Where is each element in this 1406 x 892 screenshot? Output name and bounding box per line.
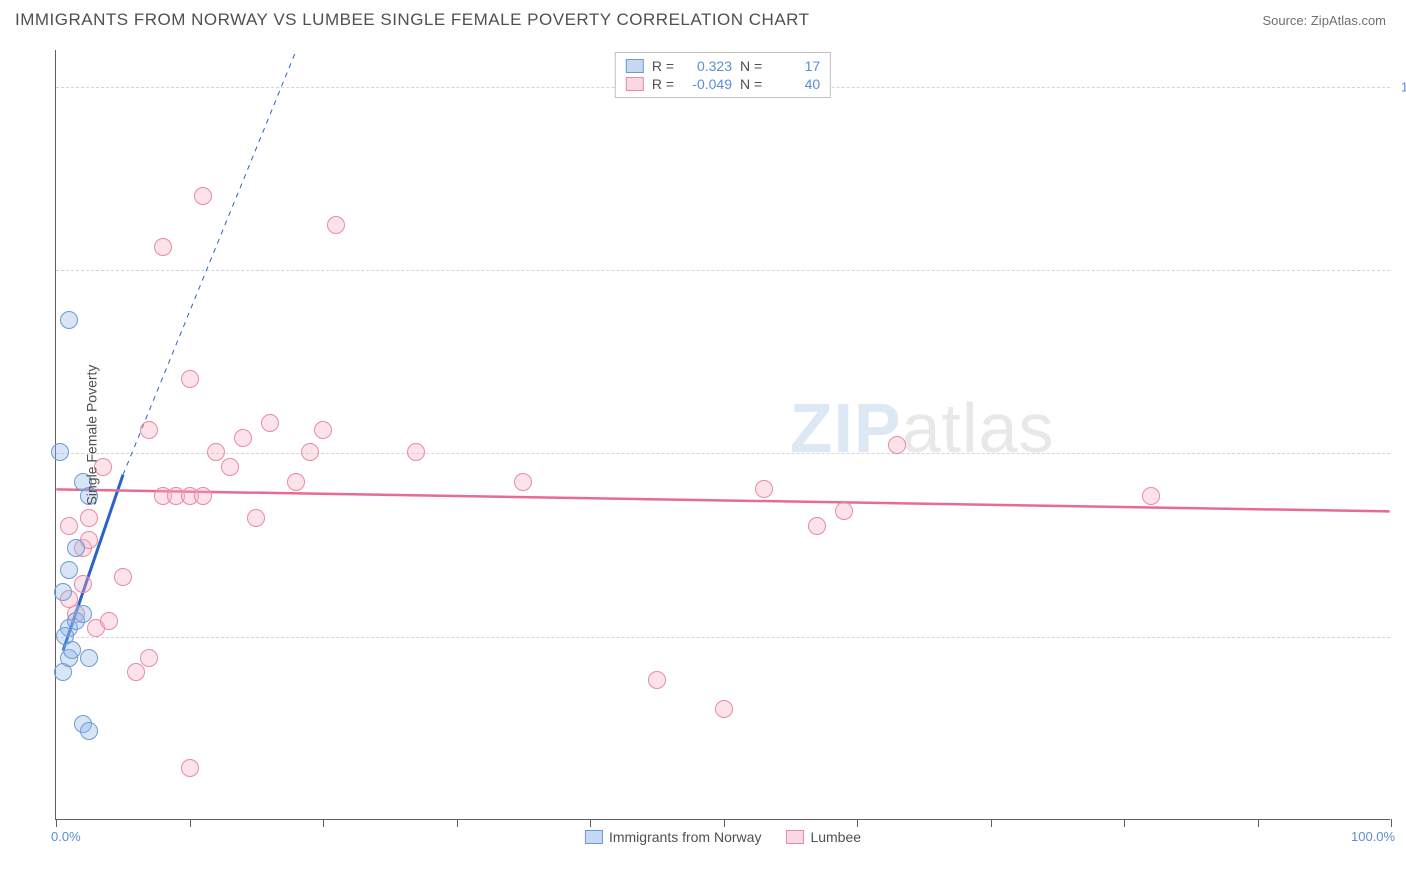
data-point-blue <box>80 649 98 667</box>
data-point-pink <box>234 429 252 447</box>
watermark: ZIPatlas <box>790 388 1055 468</box>
x-tick <box>857 819 858 827</box>
data-point-pink <box>314 421 332 439</box>
x-tick <box>190 819 191 827</box>
data-point-pink <box>1142 487 1160 505</box>
data-point-pink <box>327 216 345 234</box>
data-point-pink <box>181 370 199 388</box>
legend-item-pink: Lumbee <box>786 829 861 845</box>
legend-row-pink: R = -0.049 N = 40 <box>626 75 820 93</box>
data-point-pink <box>100 612 118 630</box>
data-point-pink <box>648 671 666 689</box>
n-value-pink: 40 <box>770 76 820 92</box>
data-point-blue <box>67 539 85 557</box>
data-point-pink <box>247 509 265 527</box>
r-value-pink: -0.049 <box>682 76 732 92</box>
x-tick <box>724 819 725 827</box>
r-label: R = <box>652 58 674 74</box>
x-tick <box>1258 819 1259 827</box>
data-point-blue <box>51 443 69 461</box>
data-point-pink <box>221 458 239 476</box>
data-point-blue <box>80 722 98 740</box>
x-tick <box>56 819 57 827</box>
x-tick-label: 100.0% <box>1351 829 1395 844</box>
data-point-pink <box>80 509 98 527</box>
series-legend: Immigrants from Norway Lumbee <box>585 829 861 845</box>
legend-label-pink: Lumbee <box>810 829 861 845</box>
x-tick <box>1124 819 1125 827</box>
data-point-pink <box>808 517 826 535</box>
x-tick <box>590 819 591 827</box>
data-point-blue <box>54 583 72 601</box>
trendline <box>123 50 296 475</box>
data-point-pink <box>194 487 212 505</box>
data-point-pink <box>194 187 212 205</box>
data-point-blue <box>63 641 81 659</box>
legend-label-blue: Immigrants from Norway <box>609 829 761 845</box>
gridline <box>56 637 1390 638</box>
chart-title: IMMIGRANTS FROM NORWAY VS LUMBEE SINGLE … <box>15 10 810 30</box>
data-point-pink <box>181 759 199 777</box>
legend-item-blue: Immigrants from Norway <box>585 829 761 845</box>
x-tick <box>323 819 324 827</box>
data-point-pink <box>114 568 132 586</box>
swatch-pink <box>626 77 644 91</box>
swatch-pink <box>786 830 804 844</box>
data-point-pink <box>888 436 906 454</box>
n-label: N = <box>740 76 762 92</box>
swatch-blue <box>585 830 603 844</box>
data-point-pink <box>514 473 532 491</box>
r-value-blue: 0.323 <box>682 58 732 74</box>
data-point-blue <box>74 605 92 623</box>
swatch-blue <box>626 59 644 73</box>
data-point-pink <box>301 443 319 461</box>
correlation-legend: R = 0.323 N = 17 R = -0.049 N = 40 <box>615 52 831 98</box>
data-point-pink <box>261 414 279 432</box>
source-label: Source: ZipAtlas.com <box>1262 13 1386 28</box>
data-point-pink <box>127 663 145 681</box>
y-axis-title: Single Female Poverty <box>83 364 99 505</box>
scatter-chart: ZIPatlas 25.0%50.0%75.0%100.0% 0.0%100.0… <box>55 50 1390 820</box>
y-tick-label: 100.0% <box>1401 79 1406 94</box>
data-point-pink <box>207 443 225 461</box>
data-point-pink <box>60 517 78 535</box>
x-tick <box>1391 819 1392 827</box>
gridline <box>56 270 1390 271</box>
legend-row-blue: R = 0.323 N = 17 <box>626 57 820 75</box>
watermark-atlas: atlas <box>902 389 1055 467</box>
data-point-pink <box>140 649 158 667</box>
n-label: N = <box>740 58 762 74</box>
data-point-pink <box>154 238 172 256</box>
n-value-blue: 17 <box>770 58 820 74</box>
watermark-zip: ZIP <box>790 389 902 467</box>
r-label: R = <box>652 76 674 92</box>
x-tick-label: 0.0% <box>51 829 81 844</box>
data-point-blue <box>60 561 78 579</box>
data-point-blue <box>60 311 78 329</box>
gridline <box>56 453 1390 454</box>
x-tick <box>991 819 992 827</box>
x-tick <box>457 819 458 827</box>
data-point-pink <box>407 443 425 461</box>
data-point-pink <box>287 473 305 491</box>
trendline <box>56 489 1389 511</box>
data-point-pink <box>74 575 92 593</box>
data-point-pink <box>755 480 773 498</box>
data-point-pink <box>140 421 158 439</box>
data-point-pink <box>835 502 853 520</box>
data-point-pink <box>715 700 733 718</box>
